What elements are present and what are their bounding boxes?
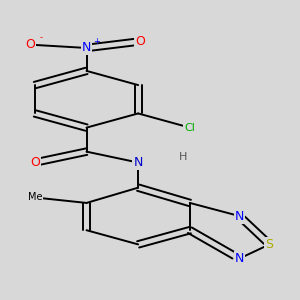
Text: S: S [266, 238, 273, 251]
Text: +: + [94, 37, 100, 46]
Text: N: N [82, 41, 91, 55]
Text: O: O [26, 38, 35, 51]
Text: N: N [134, 156, 143, 169]
Text: Cl: Cl [184, 123, 195, 133]
Text: H: H [179, 152, 188, 162]
Text: N: N [235, 252, 244, 265]
Text: N: N [235, 209, 244, 223]
Text: O: O [30, 156, 40, 169]
Text: O: O [135, 35, 145, 48]
Text: -: - [40, 33, 43, 42]
Text: Me: Me [28, 193, 42, 202]
